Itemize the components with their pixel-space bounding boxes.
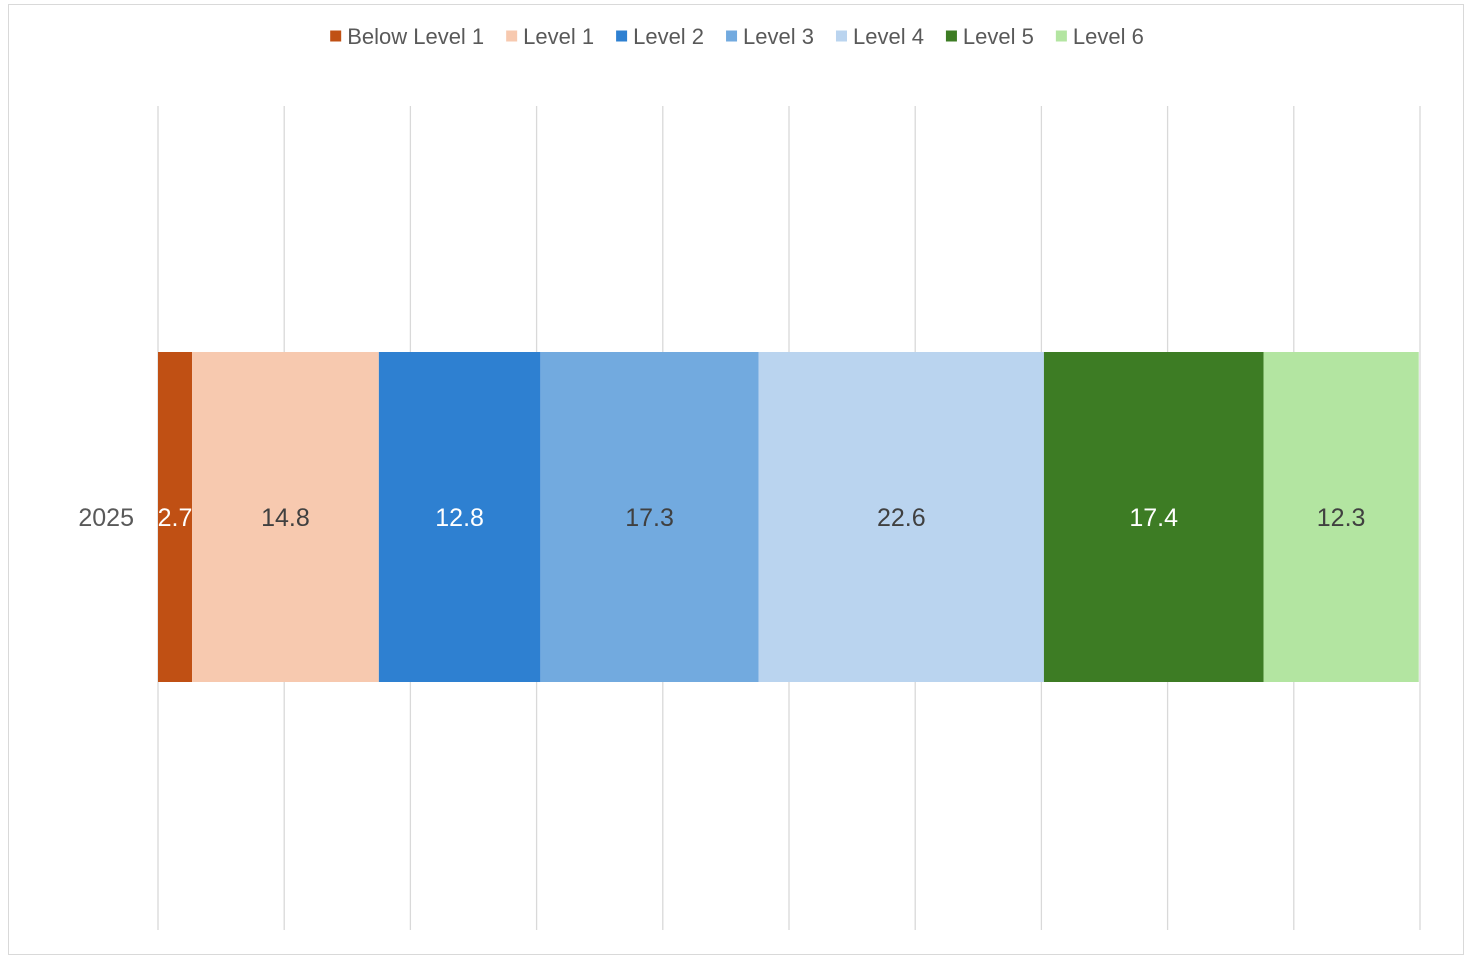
- legend-label: Below Level 1: [347, 24, 484, 49]
- bar-segment: [540, 352, 759, 682]
- legend-item: Below Level 1: [330, 24, 484, 49]
- legend-swatch: [506, 30, 518, 42]
- legend-item: Level 3: [726, 24, 814, 49]
- legend-label: Level 4: [853, 24, 924, 49]
- legend-item: Level 2: [616, 24, 704, 49]
- data-label: 12.8: [435, 504, 484, 532]
- legend-label: Level 6: [1073, 24, 1144, 49]
- legend-item: Level 1: [506, 24, 594, 49]
- data-label: 14.8: [261, 504, 310, 532]
- legend-swatch: [835, 30, 847, 42]
- bar-segment: [378, 352, 541, 682]
- legend-swatch: [330, 30, 342, 42]
- bar-segment: [1043, 352, 1264, 682]
- legend-swatch: [616, 30, 628, 42]
- legend-item: Level 6: [1055, 24, 1144, 49]
- category-label: 2025: [78, 504, 134, 532]
- legend-label: Level 1: [523, 24, 594, 49]
- bar-segment: [1263, 352, 1419, 682]
- legend-label: Level 2: [633, 24, 704, 49]
- legend: Below Level 1 Level 1 Level 2 Level 3 Level …: [330, 24, 1144, 49]
- bar-segment: [158, 352, 193, 682]
- data-label: 12.3: [1317, 504, 1366, 532]
- legend-item: Level 5: [945, 24, 1034, 49]
- bar-segment: [192, 352, 379, 682]
- legend-swatch: [945, 30, 957, 42]
- data-label: 17.3: [625, 504, 674, 532]
- legend-swatch: [726, 30, 738, 42]
- legend-item: Level 4: [835, 24, 924, 49]
- legend-label: Level 3: [743, 24, 814, 49]
- legend-swatch: [1055, 30, 1067, 42]
- data-label: 17.4: [1129, 504, 1178, 532]
- data-label: 22.6: [877, 504, 926, 532]
- legend-label: Level 5: [963, 24, 1034, 49]
- data-label: 2.7: [158, 504, 193, 532]
- bar-segment: [758, 352, 1044, 682]
